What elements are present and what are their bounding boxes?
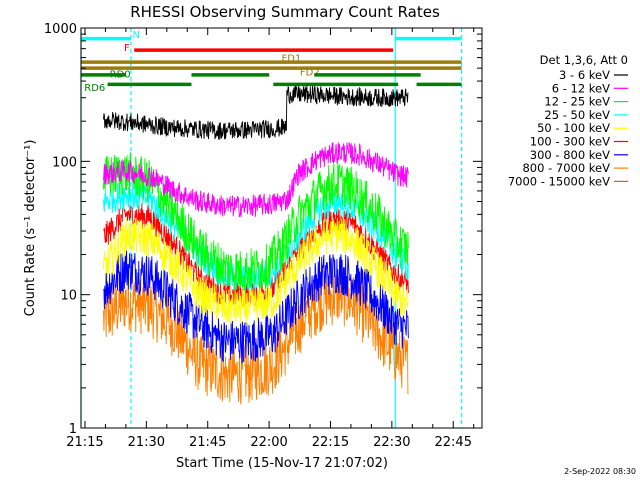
- flag-bar-label: F: [124, 43, 130, 54]
- series-line: [103, 249, 409, 364]
- series-line: [103, 84, 409, 140]
- legend-entry-label: 7000 - 15000 keV: [508, 174, 610, 188]
- legend-entry-label: 25 - 50 keV: [544, 108, 610, 122]
- x-axis-ticks: 21:15 21:30 21:45 22:00 22:15 22:30 22:45: [66, 28, 475, 450]
- legend-entry-label: 300 - 800 keV: [530, 148, 610, 162]
- series-line: [103, 216, 409, 327]
- legend-entry-label: 100 - 300 keV: [530, 135, 610, 149]
- legend-entry-label: 6 - 12 keV: [552, 81, 610, 95]
- x-axis-label: Start Time (15-Nov-17 21:07:02): [176, 456, 388, 471]
- count-rate-series: [103, 84, 409, 405]
- y-tick-label: 10: [60, 289, 77, 304]
- x-tick-label: 21:30: [128, 435, 165, 450]
- flag-bar-label: N: [133, 30, 140, 41]
- y-tick-label: 1000: [44, 22, 77, 37]
- flag-bar-label: FD1: [282, 54, 302, 65]
- y-axis-ticks: 1 10 100 1000: [44, 22, 482, 437]
- x-tick-label: 21:45: [189, 435, 226, 450]
- y-axis-label: Count Rate (s⁻¹ detector⁻¹): [23, 140, 38, 317]
- x-tick-label: 22:00: [250, 435, 287, 450]
- flag-bar-label: RD0: [110, 70, 131, 81]
- x-tick-label: 22:45: [435, 435, 472, 450]
- plot-area: NF FD1 FD2 RD0 RD6 21:15 21:30 21:45 22:00 22:15…: [44, 22, 483, 450]
- flag-bar-label: FD2: [300, 68, 320, 79]
- x-tick-label: 22:15: [312, 435, 349, 450]
- y-tick-label: 1: [69, 422, 77, 437]
- plot-frame: [80, 27, 483, 429]
- legend-title: Det 1,3,6, Att 0: [540, 53, 628, 67]
- x-tick-label: 22:30: [373, 435, 410, 450]
- legend-entry-label: 800 - 7000 keV: [522, 161, 610, 175]
- chart-title: RHESSI Observing Summary Count Rates: [130, 3, 440, 21]
- timestamp: 2-Sep-2022 08:30: [564, 467, 636, 476]
- flag-bar-label: RD6: [84, 83, 105, 94]
- legend-entry-label: 50 - 100 keV: [537, 121, 610, 135]
- legend-entry-label: 3 - 6 keV: [559, 68, 610, 82]
- series-line: [103, 142, 409, 218]
- x-tick-label: 21:15: [66, 435, 103, 450]
- legend-entry-label: 12 - 25 keV: [544, 95, 610, 109]
- status-flag-bars: NF FD1 FD2 RD0 RD6: [81, 30, 462, 94]
- y-tick-label: 100: [52, 155, 77, 170]
